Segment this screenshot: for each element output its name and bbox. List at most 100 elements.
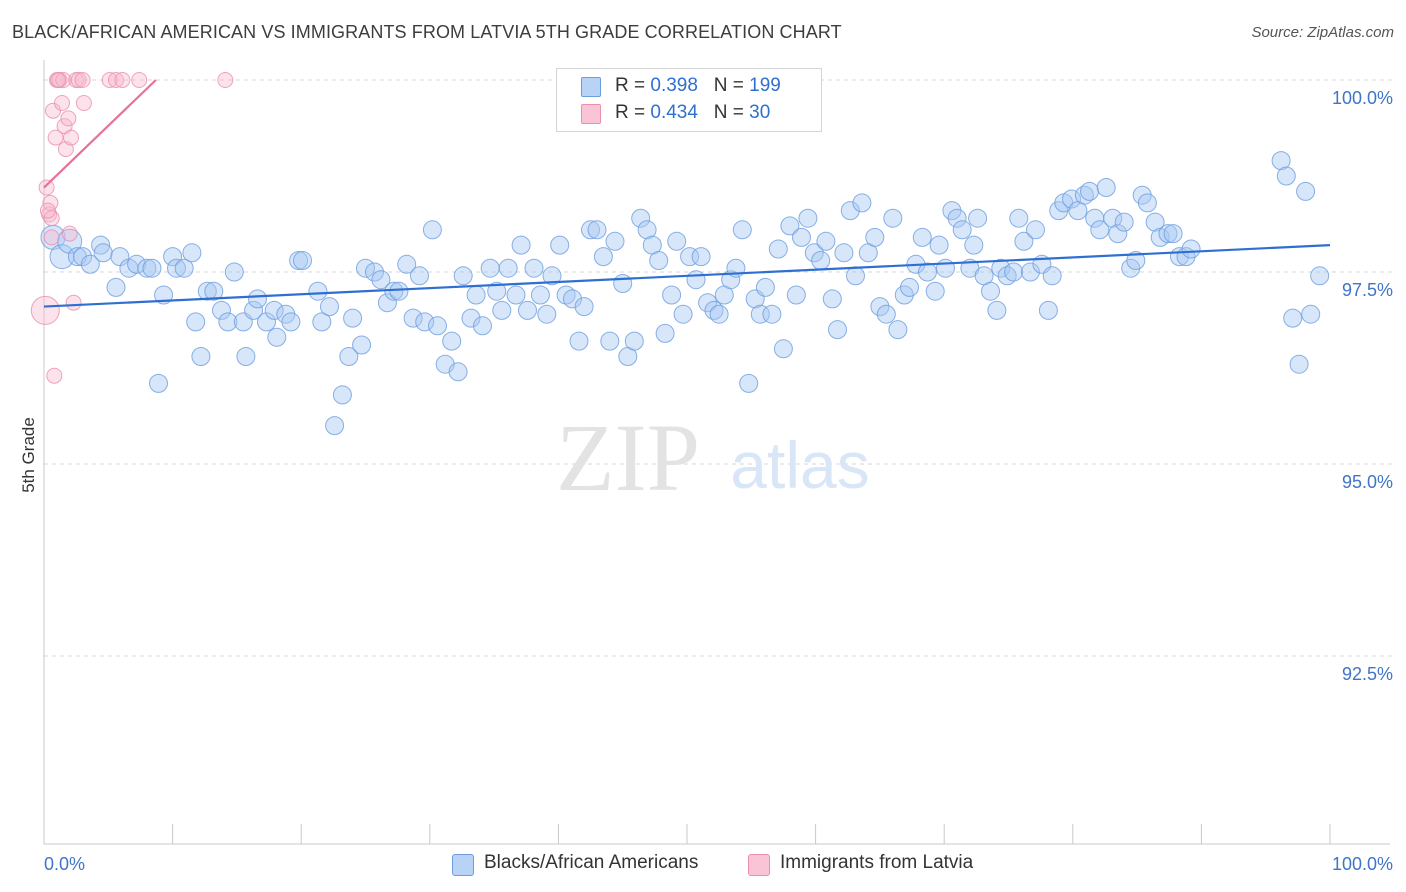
point-blacks	[673, 304, 693, 324]
point-blacks	[320, 297, 339, 317]
bottom-legend-label: Blacks/African Americans	[484, 852, 699, 873]
point-blacks	[428, 316, 447, 336]
point-blacks	[780, 216, 800, 236]
x-tick-label-max: 100.0%	[1332, 854, 1393, 874]
point-blacks	[680, 247, 700, 267]
point-latvia	[39, 202, 56, 219]
point-blacks	[840, 201, 860, 221]
point-blacks	[750, 304, 770, 324]
point-blacks	[91, 235, 111, 255]
point-blacks	[574, 297, 594, 317]
point-blacks	[581, 220, 600, 240]
data-points	[30, 72, 1330, 436]
point-blacks	[1108, 224, 1128, 244]
point-latvia	[114, 72, 131, 88]
y-tick-label: 95.0%	[1342, 472, 1393, 492]
point-blacks	[870, 297, 890, 317]
point-blacks	[667, 231, 687, 251]
point-blacks	[167, 258, 186, 278]
point-blacks	[964, 235, 984, 255]
point-blacks	[852, 193, 872, 213]
point-latvia	[38, 179, 55, 196]
point-blacks	[511, 235, 531, 255]
watermark: ZIP atlas	[556, 404, 870, 511]
point-blacks	[389, 281, 409, 301]
point-blacks	[1026, 220, 1045, 240]
bottom-legend-swatch-blue	[452, 854, 474, 876]
point-latvia	[65, 294, 82, 311]
bottom-legend-swatch-pink	[748, 854, 770, 876]
point-blacks	[816, 231, 836, 251]
point-blacks	[506, 285, 526, 305]
point-blacks	[518, 300, 537, 320]
point-latvia	[101, 72, 118, 88]
point-blacks	[1004, 262, 1024, 282]
point-blacks	[498, 258, 518, 278]
point-blacks	[197, 281, 217, 301]
point-blacks	[236, 347, 256, 366]
legend-swatch-blue	[581, 77, 601, 97]
x-tick-label-min: 0.0%	[44, 854, 85, 874]
point-blacks	[448, 362, 468, 382]
correlation-legend: R = 0.398 N = 199 R = 0.434 N = 30	[556, 68, 822, 132]
point-blacks	[415, 312, 435, 332]
point-blacks	[312, 312, 332, 332]
point-blacks	[1096, 178, 1116, 197]
point-blacks	[182, 243, 202, 263]
point-blacks	[142, 258, 162, 278]
point-blacks	[732, 220, 752, 240]
point-blacks	[1301, 304, 1321, 324]
point-blacks	[624, 331, 644, 351]
point-blacks	[587, 220, 607, 240]
point-blacks	[997, 266, 1017, 286]
point-blacks	[1126, 251, 1146, 270]
point-blacks	[828, 320, 847, 340]
point-blacks	[631, 208, 651, 228]
point-blacks	[888, 320, 908, 340]
point-blacks	[218, 312, 238, 332]
point-blacks	[93, 243, 113, 263]
point-blacks	[1181, 239, 1201, 259]
point-blacks	[865, 227, 885, 247]
trend-line-blacks	[43, 244, 1331, 308]
point-blacks	[846, 266, 865, 286]
point-blacks	[410, 266, 429, 286]
y-tick-label: 92.5%	[1342, 664, 1393, 684]
point-latvia	[43, 210, 60, 227]
point-blacks	[876, 304, 896, 324]
point-blacks	[106, 277, 126, 297]
y-tick-label: 97.5%	[1342, 280, 1393, 300]
y-tick-label: 100.0%	[1332, 88, 1393, 108]
point-blacks	[480, 258, 500, 278]
point-blacks	[403, 308, 423, 328]
point-blacks	[267, 327, 287, 347]
point-blacks	[325, 416, 345, 436]
point-blacks	[1163, 224, 1183, 244]
point-blacks	[212, 300, 231, 320]
point-blacks	[981, 281, 1000, 301]
point-blacks	[593, 247, 613, 267]
point-blacks	[987, 300, 1007, 320]
point-blacks	[1137, 193, 1157, 213]
point-blacks	[1145, 212, 1165, 232]
point-blacks	[704, 300, 724, 320]
point-latvia	[43, 229, 60, 246]
point-blacks	[257, 312, 276, 332]
point-blacks	[397, 254, 417, 274]
point-latvia	[217, 72, 234, 88]
point-blacks	[762, 304, 782, 324]
point-blacks	[224, 262, 244, 282]
point-blacks	[834, 243, 854, 263]
point-blacks	[1310, 266, 1330, 286]
point-blacks	[537, 304, 557, 324]
point-blacks	[343, 308, 363, 328]
point-latvia	[54, 95, 70, 111]
point-latvia	[75, 95, 92, 111]
point-blacks	[773, 339, 793, 359]
point-blacks	[605, 231, 625, 251]
point-blacks	[264, 300, 284, 320]
point-blacks	[947, 208, 967, 228]
point-blacks	[952, 220, 972, 240]
legend-r-value: 0.398	[650, 75, 698, 96]
